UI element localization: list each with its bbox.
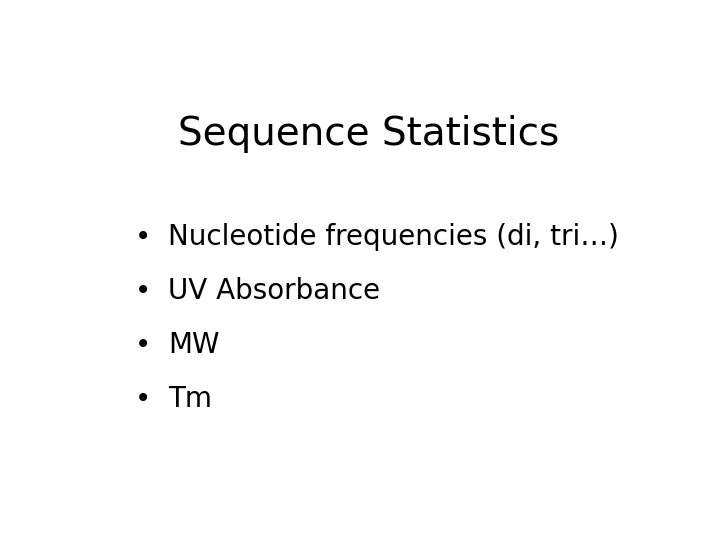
Text: •: • <box>135 223 151 251</box>
Text: •: • <box>135 277 151 305</box>
Text: UV Absorbance: UV Absorbance <box>168 277 380 305</box>
Text: •: • <box>135 331 151 359</box>
Text: Nucleotide frequencies (di, tri…): Nucleotide frequencies (di, tri…) <box>168 223 619 251</box>
Text: Sequence Statistics: Sequence Statistics <box>179 114 559 153</box>
Text: Tm: Tm <box>168 385 212 413</box>
Text: •: • <box>135 385 151 413</box>
Text: MW: MW <box>168 331 220 359</box>
